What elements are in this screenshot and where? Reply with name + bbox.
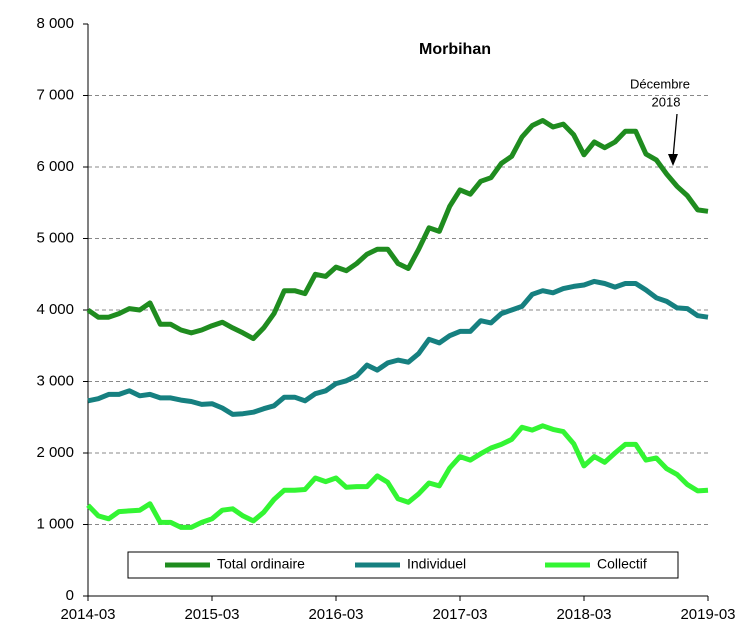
x-tick-label: 2015-03 xyxy=(184,606,239,623)
series-line xyxy=(87,278,709,417)
legend-box xyxy=(127,551,679,579)
y-tick-label: 7 000 xyxy=(36,86,74,103)
y-tick-label: 1 000 xyxy=(36,515,74,532)
legend-label: Individuel xyxy=(407,556,466,572)
y-tick-label: 0 xyxy=(66,587,74,604)
annotation: Décembre xyxy=(630,76,690,91)
annotation-arrowhead xyxy=(668,154,678,166)
x-tick-label: 2016-03 xyxy=(308,606,363,623)
series-line xyxy=(86,118,709,342)
y-tick-label: 2 000 xyxy=(36,444,74,461)
series-line xyxy=(86,423,709,530)
annotation-arrow xyxy=(672,113,678,159)
y-tick-label: 6 000 xyxy=(36,158,74,175)
y-tick-label: 8 000 xyxy=(36,15,74,32)
y-tick-label: 3 000 xyxy=(36,372,74,389)
y-tick-label: 4 000 xyxy=(36,301,74,318)
y-tick-label: 5 000 xyxy=(36,229,74,246)
legend-label: Total ordinaire xyxy=(217,556,305,572)
x-tick-label: 2017-03 xyxy=(432,606,487,623)
legend-label: Collectif xyxy=(597,556,647,572)
x-tick-label: 2018-03 xyxy=(556,606,611,623)
chart-title: Morbihan xyxy=(419,41,491,58)
x-tick-label: 2019-03 xyxy=(680,606,735,623)
annotation: 2018 xyxy=(652,94,681,109)
x-tick-label: 2014-03 xyxy=(60,606,115,623)
